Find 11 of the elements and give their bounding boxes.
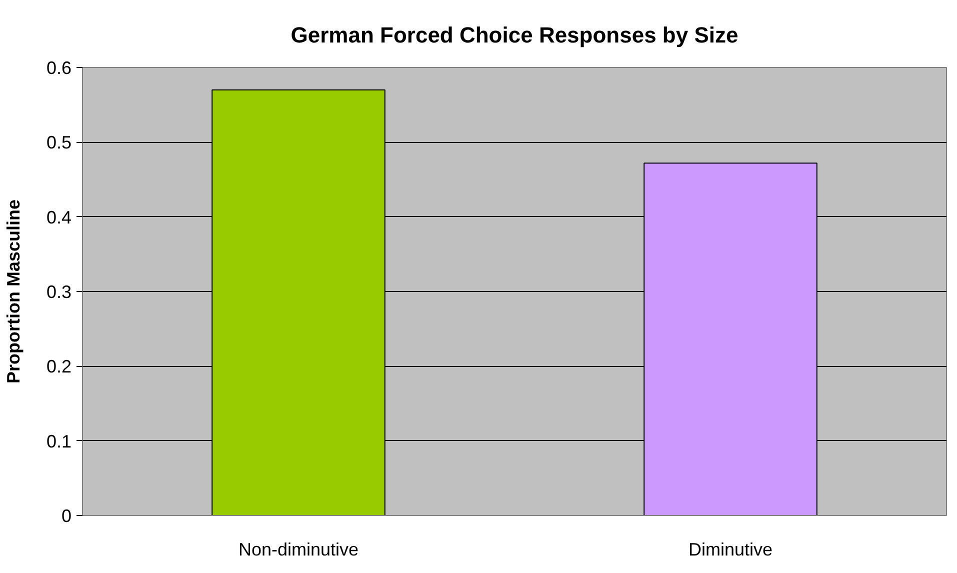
y-tick-label: 0.5 [46,132,72,153]
x-tick-label: Diminutive [688,540,773,560]
y-tick-label: 0.3 [46,282,72,302]
y-axis-title: Proportion Masculine [3,199,24,384]
y-tick-label: 0.1 [46,431,72,452]
x-tick-label: Non-diminutive [238,540,359,560]
y-tick-label: 0.4 [46,207,72,228]
y-tick-label: 0 [61,506,72,526]
y-tick-label: 0.6 [46,58,72,78]
chart-title: German Forced Choice Responses by Size [290,22,738,48]
y-tick-label: 0.2 [46,356,72,377]
